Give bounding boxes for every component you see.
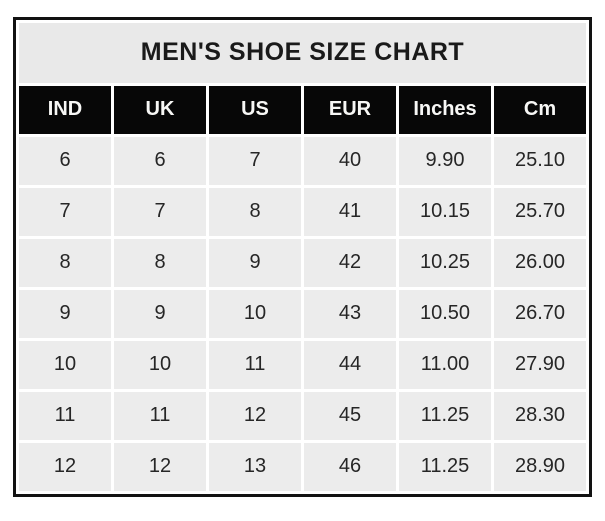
column-header-inches: Inches [399,85,491,134]
table-cell: 25.70 [494,187,586,236]
table-row: 9 9 10 43 10.50 26.70 [19,289,586,338]
table-cell: 8 [19,238,111,287]
header-row: IND UK US EUR Inches Cm [19,85,586,134]
shoe-size-chart: MEN'S SHOE SIZE CHART IND UK US EUR Inch… [13,17,592,497]
table-row: 7 7 8 41 10.15 25.70 [19,187,586,236]
table-cell: 46 [304,442,396,491]
column-header-cm: Cm [494,85,586,134]
table-cell: 41 [304,187,396,236]
table-row: 6 6 7 40 9.90 25.10 [19,136,586,185]
column-header-uk: UK [114,85,206,134]
table-cell: 27.90 [494,340,586,389]
column-header-eur: EUR [304,85,396,134]
table-row: 11 11 12 45 11.25 28.30 [19,391,586,440]
table-cell: 43 [304,289,396,338]
table-row: 8 8 9 42 10.25 26.00 [19,238,586,287]
table-cell: 11.25 [399,391,491,440]
table-cell: 13 [209,442,301,491]
table-cell: 8 [209,187,301,236]
table-cell: 9 [209,238,301,287]
chart-title: MEN'S SHOE SIZE CHART [19,23,586,83]
table-cell: 10.15 [399,187,491,236]
table-cell: 11.00 [399,340,491,389]
table-cell: 10.50 [399,289,491,338]
table-cell: 7 [19,187,111,236]
table-cell: 10 [19,340,111,389]
table-cell: 9 [114,289,206,338]
size-chart-table: MEN'S SHOE SIZE CHART IND UK US EUR Inch… [16,20,589,494]
column-header-ind: IND [19,85,111,134]
table-cell: 10 [209,289,301,338]
table-cell: 11.25 [399,442,491,491]
table-cell: 44 [304,340,396,389]
table-row: 10 10 11 44 11.00 27.90 [19,340,586,389]
table-cell: 7 [209,136,301,185]
table-cell: 26.00 [494,238,586,287]
table-cell: 11 [114,391,206,440]
table-cell: 10.25 [399,238,491,287]
table-cell: 6 [19,136,111,185]
table-cell: 25.10 [494,136,586,185]
table-cell: 6 [114,136,206,185]
table-cell: 28.30 [494,391,586,440]
table-cell: 11 [19,391,111,440]
table-cell: 11 [209,340,301,389]
table-cell: 12 [209,391,301,440]
table-cell: 40 [304,136,396,185]
table-cell: 10 [114,340,206,389]
column-header-us: US [209,85,301,134]
table-cell: 12 [114,442,206,491]
table-cell: 9 [19,289,111,338]
table-cell: 26.70 [494,289,586,338]
table-cell: 42 [304,238,396,287]
table-cell: 12 [19,442,111,491]
table-cell: 7 [114,187,206,236]
table-cell: 28.90 [494,442,586,491]
table-row: 12 12 13 46 11.25 28.90 [19,442,586,491]
table-cell: 9.90 [399,136,491,185]
table-cell: 8 [114,238,206,287]
title-row: MEN'S SHOE SIZE CHART [19,23,586,83]
table-cell: 45 [304,391,396,440]
